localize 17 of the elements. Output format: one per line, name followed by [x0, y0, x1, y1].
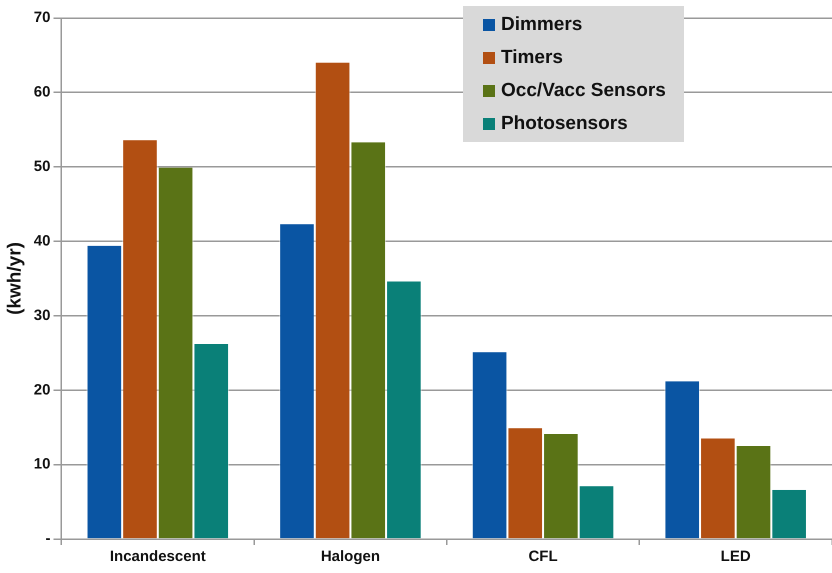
x-tick-label: Halogen [320, 548, 380, 566]
legend-label: Timers [501, 46, 563, 68]
legend-label: Occ/Vacc Sensors [501, 80, 666, 102]
y-tick-label: 70 [34, 9, 50, 26]
legend-label: Dimmers [501, 14, 582, 36]
y-tick-label: 20 [34, 381, 50, 398]
y-tick-label: 60 [34, 84, 50, 101]
y-axis-title: (kwh/yr) [4, 242, 26, 315]
y-tick-label: 30 [34, 306, 50, 324]
x-tick-label: CFL [528, 548, 558, 566]
y-tick-label: 40 [34, 232, 50, 250]
legend-label: Photosensors [501, 112, 628, 134]
x-tick-label: LED [720, 548, 751, 566]
y-tick-label: - [45, 530, 50, 548]
y-tick-label: 10 [34, 456, 50, 473]
x-tick-label: Incandescent [110, 548, 206, 566]
y-tick-label: 50 [34, 158, 50, 175]
